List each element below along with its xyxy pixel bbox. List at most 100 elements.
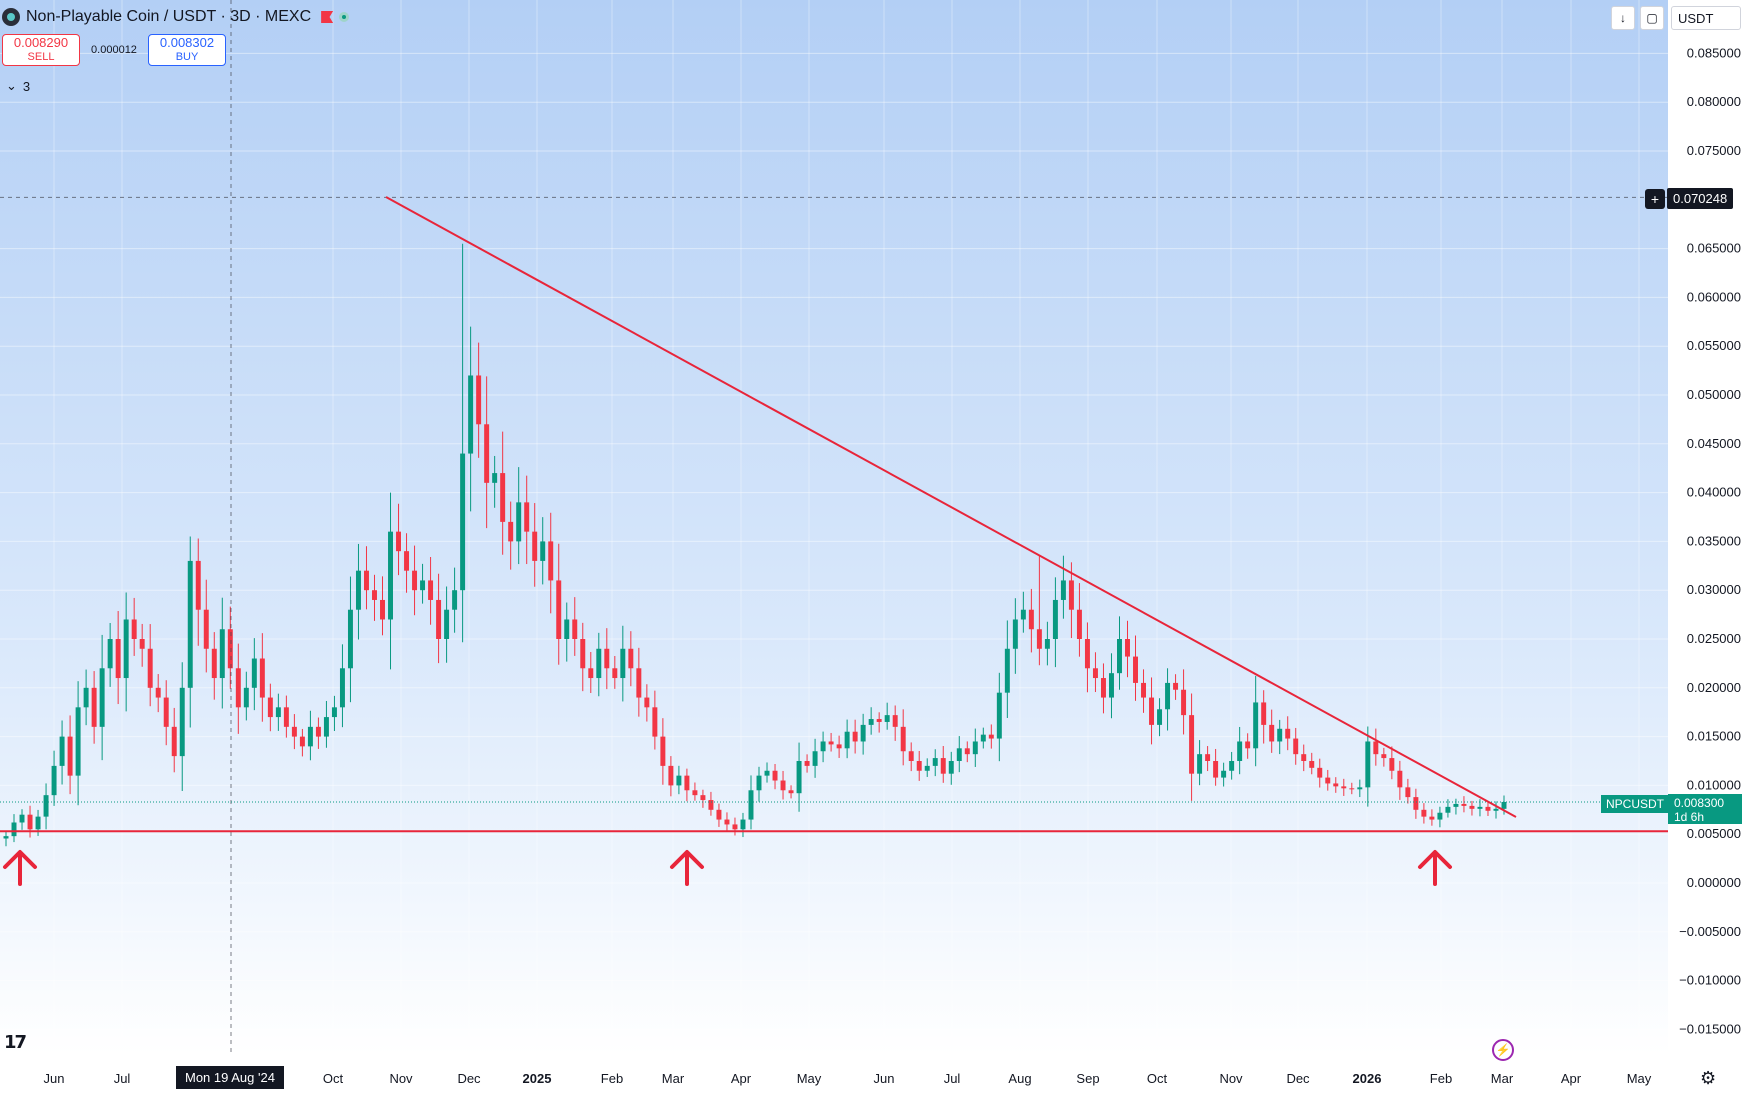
screenshot-icon: ▢ [1640,6,1664,30]
candle-body [235,668,241,708]
indicators-count: 3 [22,78,31,94]
candle-body [115,639,121,679]
candle-body [315,726,321,737]
buy-label: BUY [175,51,199,63]
bolt-icon[interactable]: ⚡ [1492,1039,1514,1061]
candle-body [788,790,794,794]
candle-body [139,639,145,649]
tradingview-logo[interactable]: 17 [4,1032,27,1053]
candle-body [1461,803,1467,806]
gear-icon[interactable]: ⚙ [1700,1068,1717,1088]
candle-body [1245,741,1251,749]
candle-body [307,726,313,747]
candle-body [1036,629,1042,649]
trade-panel: 0.008290 SELL 0.000012 0.008302 BUY [2,34,226,66]
candle-body [620,648,626,679]
candle-body [43,795,49,817]
candle-body [820,741,826,752]
candle-body [972,741,978,755]
screenshot-button[interactable]: ▢ [1640,6,1664,30]
time-tick-label: Jul [944,1071,961,1086]
candle-body [836,744,842,749]
currency-label: USDT [1678,10,1714,26]
crosshair-plus-icon[interactable]: + [1645,188,1665,209]
price-tick-label: 0.020000 [1687,680,1741,695]
candle-body [227,629,233,669]
candle-body [748,790,754,820]
candle-body [484,424,490,483]
candle-body [1157,709,1163,725]
last-price: 0.008300 [1674,796,1725,810]
candle-body [868,719,874,725]
candle-body [892,715,898,727]
candle-body [764,770,770,776]
annotations [0,0,1668,1055]
candle-body [1325,777,1331,784]
candle-body [652,707,658,737]
candle-body [1213,761,1219,778]
arrow-up-icon [670,850,704,886]
candle-body [1317,767,1323,778]
candle-body [203,609,209,649]
candle-body [684,775,690,791]
candle-body [1253,702,1259,749]
time-tick-label: Jul [114,1071,131,1086]
price-tick-label: 0.005000 [1687,826,1741,841]
candle-body [428,580,434,600]
candle-body [1501,801,1507,809]
candle-body [299,736,305,747]
candle-body [740,819,746,830]
time-tick-label: Apr [731,1071,752,1086]
candle-body [251,658,257,688]
time-axis: Jun Jul Oct Nov Dec 2025 Feb Mar Apr May Jun Jul Aug… [44,1071,1652,1086]
flag-icon[interactable] [321,11,334,23]
candle-body [724,819,730,825]
currency-select[interactable]: USDT [1671,6,1741,30]
candle-body [988,734,994,739]
candle-body [275,707,281,718]
price-tick-label: 0.035000 [1687,533,1741,548]
price-tick-label: 0.085000 [1687,45,1741,60]
arrow-head [1418,850,1452,869]
sell-button[interactable]: 0.008290 SELL [2,34,80,66]
candle-body [1133,656,1138,683]
candle-body [1341,786,1347,789]
time-tick-label: Dec [1286,1071,1310,1086]
candle-body [1397,770,1403,788]
candle-body [612,668,618,679]
candle-body [732,824,738,830]
candle-body [347,609,353,669]
time-tick-label: Jun [874,1071,895,1086]
candle-body [404,551,410,571]
time-tick-label: Jun [44,1071,65,1086]
candle-body [171,726,177,757]
candle-body [363,570,369,591]
candle-body [1405,787,1411,798]
buy-button[interactable]: 0.008302 BUY [148,34,226,66]
candle-body [532,531,538,561]
candle-body [476,375,482,425]
candle-body [1493,808,1499,811]
candle-body [1028,609,1034,630]
candle-body [716,809,722,820]
download-button[interactable]: ↓ [1611,6,1635,30]
candle-body [1373,741,1379,755]
candle-body [796,761,802,794]
time-axis-background [0,1055,1744,1093]
candle-body [267,697,273,718]
indicators-toggle[interactable]: ⌄ 3 [6,78,30,94]
candle-body [1189,715,1195,774]
candle-body [588,668,594,679]
price-tick-label: −0.015000 [1679,1021,1741,1036]
symbol-title[interactable]: Non-Playable Coin / USDT · 3D · MEXC [26,8,312,25]
candle-body [380,599,385,620]
time-tick-label: Dec [457,1071,481,1086]
symbol-header[interactable]: Non-Playable Coin / USDT · 3D · MEXC [0,4,350,30]
candle-body [1309,761,1315,768]
candle-body [668,765,674,786]
candle-body [460,453,466,591]
candle-body [876,719,882,722]
symbol-price-tag: NPCUSDT [1601,795,1670,813]
candle-body [243,687,249,708]
